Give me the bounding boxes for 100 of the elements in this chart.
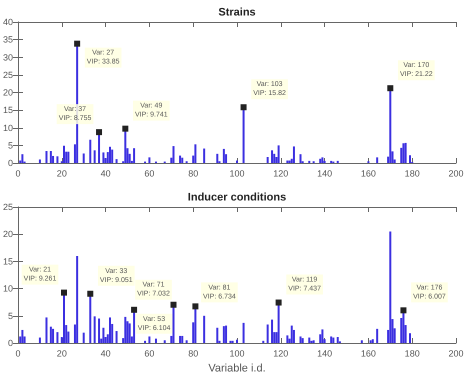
x-tick-label: 140: [317, 348, 332, 358]
bar: [286, 335, 288, 343]
bar: [154, 338, 157, 343]
bar: [179, 156, 182, 163]
bar: [63, 146, 65, 163]
bar: [266, 324, 269, 343]
bar: [124, 316, 126, 343]
bar: [273, 154, 276, 163]
bar: [82, 332, 85, 343]
bar: [98, 318, 100, 343]
bar: [45, 151, 48, 163]
bar: [50, 151, 52, 163]
bar: [300, 154, 302, 163]
bar: [266, 157, 269, 163]
y-tick-label: 5: [8, 310, 14, 321]
y-tick-label: 5: [8, 140, 14, 150]
bar: [186, 340, 188, 343]
bar: [404, 142, 407, 163]
bar: [56, 332, 58, 343]
bar: [290, 326, 293, 343]
y-tick-label: 35: [2, 34, 14, 45]
bar: [400, 148, 402, 163]
bar: [402, 143, 404, 163]
x-tick-label: 200: [448, 348, 464, 358]
x-tick-label: 200: [448, 168, 464, 178]
x-tick-label: 100: [229, 348, 245, 358]
bar: [38, 338, 41, 343]
chart-title: Inducer conditions: [188, 192, 286, 204]
bar: [409, 155, 412, 163]
bar: [203, 316, 206, 343]
x-tick-label: 80: [188, 168, 198, 178]
x-tick-label: 40: [100, 168, 111, 178]
y-tick-label: 25: [2, 202, 14, 212]
bar: [52, 328, 54, 343]
bar: [308, 338, 310, 343]
bar: [278, 145, 280, 163]
bar: [376, 328, 378, 343]
x-tick-label: 140: [317, 168, 332, 178]
bar: [321, 157, 324, 163]
bar: [222, 326, 225, 343]
x-tick-label: 160: [360, 348, 376, 358]
y-tick-label: 40: [2, 17, 14, 27]
y-tick-label: 0: [8, 338, 14, 348]
x-tick-label: 20: [56, 348, 67, 358]
bar: [108, 317, 111, 343]
bar: [45, 317, 48, 343]
bar: [330, 336, 332, 343]
x-tick-label: 0: [16, 348, 21, 358]
bar: [409, 333, 412, 343]
y-tick-label: 20: [2, 88, 14, 98]
x-tick-label: 80: [188, 348, 198, 358]
bar: [370, 340, 372, 343]
bar: [164, 340, 166, 343]
bar: [400, 318, 402, 343]
x-axis-title: Variable i.d.: [208, 362, 266, 374]
x-tick-label: 180: [404, 168, 420, 178]
bar: [82, 153, 85, 163]
y-tick-label: 20: [2, 229, 14, 240]
bar: [300, 336, 302, 343]
bar: [94, 150, 96, 163]
y-tick-label: 10: [2, 284, 14, 294]
bar: [94, 316, 96, 343]
y-tick-label: 30: [2, 52, 14, 62]
bar: [222, 148, 225, 163]
bar: [172, 146, 174, 163]
y-tick-label: 15: [2, 105, 14, 116]
x-tick-label: 120: [273, 168, 288, 178]
bar: [242, 322, 245, 343]
bar: [179, 336, 182, 343]
x-tick-label: 60: [144, 348, 154, 358]
bar: [302, 338, 304, 343]
bar: [116, 159, 118, 163]
y-tick-label: 10: [2, 122, 14, 133]
bar: [108, 146, 111, 163]
x-tick-label: 120: [273, 348, 288, 358]
bar: [216, 154, 218, 163]
y-tick-label: 25: [2, 70, 14, 80]
bar: [56, 156, 58, 163]
bar: [67, 152, 70, 163]
bar: [38, 159, 41, 163]
bar: [111, 150, 114, 163]
bar: [203, 148, 206, 163]
x-tick-label: 40: [100, 348, 111, 358]
bar: [181, 336, 184, 343]
bar: [271, 320, 274, 343]
bar: [133, 148, 136, 163]
chart-title: Strains: [218, 6, 256, 18]
bar: [50, 326, 52, 343]
bar: [102, 328, 104, 343]
x-tick-label: 160: [360, 168, 376, 178]
x-tick-label: 180: [404, 348, 420, 358]
x-tick-label: 60: [144, 168, 154, 178]
bar: [216, 328, 218, 343]
y-tick-label: 0: [8, 158, 14, 168]
bar: [181, 158, 184, 163]
y-tick-label: 15: [2, 256, 14, 266]
bar: [372, 339, 374, 343]
bar: [312, 340, 315, 343]
bar: [128, 323, 131, 343]
bar: [292, 330, 295, 343]
